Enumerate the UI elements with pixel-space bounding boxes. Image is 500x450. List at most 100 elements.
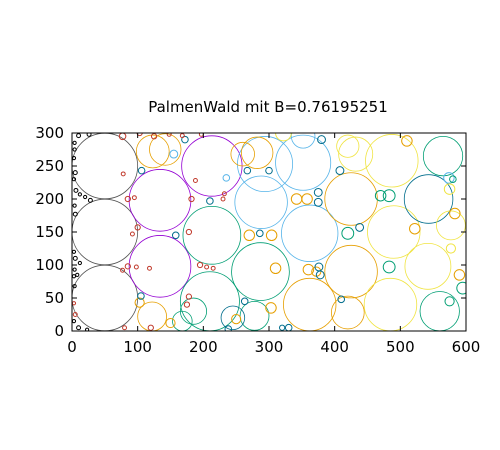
data-circle-58	[265, 302, 277, 314]
data-circle-14	[324, 244, 378, 299]
data-circle-39	[382, 189, 396, 203]
data-circle-21	[419, 291, 460, 331]
y-tick-label-0: 0	[54, 322, 64, 340]
data-circle-114	[86, 133, 92, 137]
y-tick-label-3: 150	[35, 223, 64, 241]
chart-title: PalmenWald mit B=0.76195251	[148, 98, 388, 116]
data-circle-53	[243, 229, 256, 242]
data-circle-51	[290, 193, 303, 205]
data-circle-6	[182, 206, 242, 265]
y-tick-label-5: 250	[35, 157, 64, 175]
y-tick-label-1: 50	[45, 289, 64, 307]
data-circle-110	[192, 178, 198, 183]
data-circle-88	[166, 133, 172, 137]
data-circle-59	[165, 317, 176, 329]
data-circle-127	[72, 249, 77, 254]
data-circle-134	[72, 319, 77, 324]
data-circle-72	[240, 297, 249, 306]
data-circle-98	[147, 265, 152, 271]
plot-frame	[71, 132, 467, 332]
axes: 0 100 200 300 400 500 600 0 50 100 150 200 250 300	[35, 124, 480, 356]
data-circle-129	[77, 260, 82, 266]
data-circle-0	[72, 133, 139, 200]
data-circle-29	[436, 210, 466, 241]
data-circle-122	[77, 192, 82, 197]
data-circle-55	[269, 262, 282, 275]
data-circle-101	[183, 301, 191, 308]
data-circle-17	[363, 277, 418, 331]
data-circle-60	[134, 297, 145, 308]
x-tick-label-6: 600	[452, 338, 481, 356]
data-circle-65	[335, 166, 345, 176]
data-circle-63	[313, 197, 323, 207]
data-circle-123	[83, 194, 88, 200]
data-circle-105	[204, 264, 210, 270]
data-circle-38	[374, 189, 387, 202]
data-circle-80	[137, 166, 146, 175]
data-circle-22	[422, 136, 464, 177]
data-circle-4	[128, 235, 192, 298]
data-circle-33	[290, 133, 316, 149]
data-circle-9	[237, 136, 294, 193]
data-circle-62	[313, 187, 323, 197]
data-circle-43	[444, 296, 455, 307]
data-circle-36	[172, 310, 193, 331]
data-circle-12	[234, 175, 288, 229]
data-circle-135	[76, 325, 82, 331]
data-circle-117	[72, 147, 77, 152]
data-circle-87	[150, 133, 158, 140]
data-circle-7	[179, 271, 240, 331]
data-circle-64	[317, 135, 326, 145]
data-circle-75	[243, 166, 252, 175]
data-circle-132	[75, 272, 80, 277]
data-circle-48	[453, 269, 466, 281]
data-circle-10	[281, 204, 339, 262]
data-circle-103	[185, 228, 193, 236]
data-circle-82	[169, 149, 179, 159]
x-tick-label-4: 400	[320, 338, 349, 356]
data-circle-113	[72, 301, 77, 306]
data-circle-119	[72, 170, 78, 176]
data-circle-2	[72, 264, 139, 331]
data-circle-112	[72, 312, 78, 317]
data-circle-27	[330, 295, 365, 330]
data-circle-99	[122, 325, 127, 331]
y-tick-label-6: 300	[35, 124, 64, 142]
data-circle-52	[301, 193, 313, 205]
data-circle-74	[224, 325, 233, 331]
data-circle-83	[222, 174, 231, 182]
data-circle-56	[302, 263, 315, 276]
data-circle-115	[76, 133, 82, 139]
data-circle-131	[72, 274, 77, 279]
data-circle-71	[279, 324, 286, 331]
data-circle-84	[449, 175, 457, 183]
data-circle-92	[131, 195, 137, 201]
x-tick-label-2: 200	[189, 338, 218, 356]
data-circle-20	[403, 174, 454, 224]
y-tick-label-2: 100	[35, 256, 64, 274]
data-circle-109	[221, 191, 227, 197]
data-circle-95	[124, 263, 131, 270]
x-tick-label-3: 300	[255, 338, 284, 356]
data-circle-126	[72, 211, 78, 217]
data-circle-18	[365, 134, 419, 188]
data-circle-79	[171, 231, 180, 240]
data-circle-1	[72, 198, 139, 266]
data-circle-104	[196, 261, 204, 269]
data-circle-97	[133, 264, 139, 270]
data-circle-133	[72, 284, 77, 289]
data-circle-116	[72, 140, 77, 145]
data-circle-50	[401, 135, 413, 147]
data-circle-124	[87, 197, 93, 203]
data-circle-28	[338, 136, 374, 172]
data-circle-76	[265, 166, 273, 175]
data-circle-96	[120, 267, 126, 273]
data-circle-44	[443, 172, 455, 184]
data-circle-102	[185, 293, 193, 300]
data-circle-108	[220, 196, 226, 202]
x-tick-label-0: 0	[67, 338, 77, 356]
x-tick-label-5: 500	[386, 338, 415, 356]
data-circle-8	[231, 242, 290, 301]
data-circle-78	[181, 135, 189, 144]
